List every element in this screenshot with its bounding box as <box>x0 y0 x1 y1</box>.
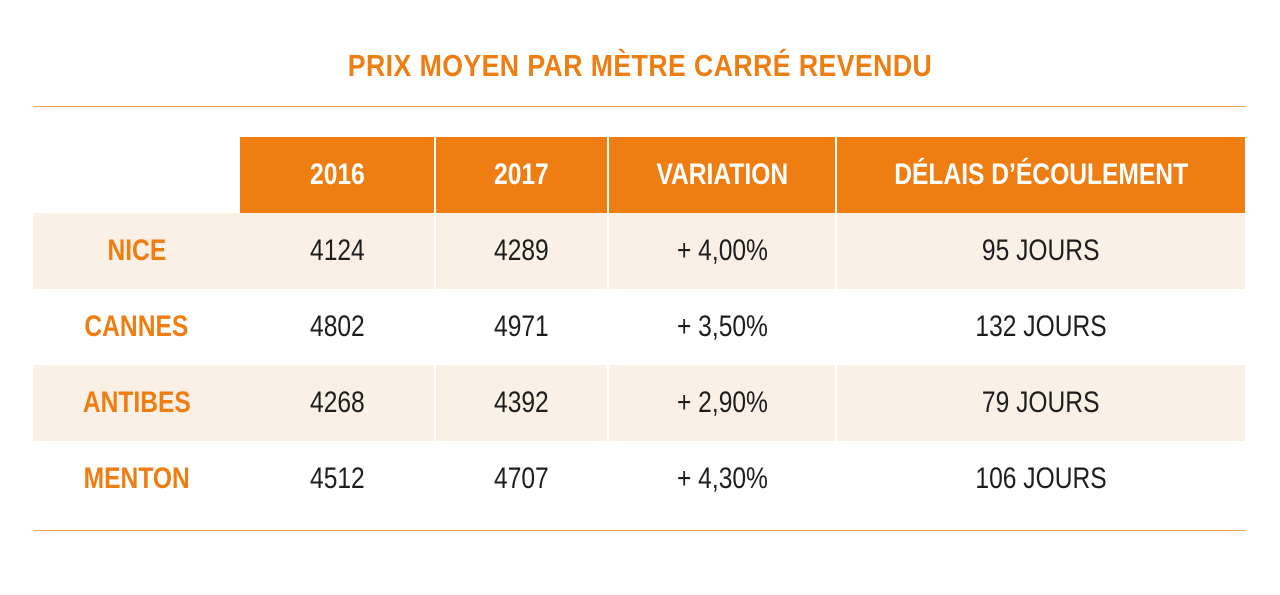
column-header-delais: DÉLAIS D’ÉCOULEMENT <box>835 137 1245 213</box>
price-table: 2016 2017 VARIATION DÉLAIS D’ÉCOULEMENT … <box>33 137 1245 517</box>
cell-delais: 132 JOURS <box>975 310 1107 343</box>
cell-2017: 4392 <box>434 365 607 441</box>
column-header-variation: VARIATION <box>607 137 835 213</box>
table-header-row: 2016 2017 VARIATION DÉLAIS D’ÉCOULEMENT <box>33 137 1245 213</box>
cell-variation: + 4,30% <box>676 462 768 495</box>
table-row: MENTON 4512 4707 + 4,30% 106 JOURS <box>33 441 1245 517</box>
row-label-city: MENTON <box>83 462 190 495</box>
bottom-divider <box>33 530 1246 531</box>
cell-2016: 4512 <box>309 462 365 495</box>
row-label-city: NICE <box>107 234 166 267</box>
header-corner-cell <box>33 137 240 213</box>
cell-delais: 79 JOURS <box>835 365 1245 441</box>
cell-variation: + 4,00% <box>607 213 835 289</box>
cell-2017: 4707 <box>494 462 549 495</box>
cell-2017: 4289 <box>434 213 607 289</box>
cell-delais: 106 JOURS <box>975 462 1107 495</box>
cell-2016: 4268 <box>309 386 365 419</box>
cell-variation: + 3,50% <box>676 310 768 343</box>
table-row: NICE 4124 4289 + 4,00% 95 JOURS <box>33 213 1245 289</box>
table-row: CANNES 4802 4971 + 3,50% 132 JOURS <box>33 289 1245 365</box>
cell-2016: 4124 <box>309 234 365 267</box>
column-header-2016: 2016 <box>240 137 434 213</box>
table-row: ANTIBES 4268 4392 + 2,90% 79 JOURS <box>33 365 1245 441</box>
cell-variation: + 2,90% <box>607 365 835 441</box>
chart-title: PRIX MOYEN PAR MÈTRE CARRÉ REVENDU <box>347 48 933 83</box>
top-divider <box>33 106 1246 107</box>
row-label-city: CANNES <box>84 310 189 343</box>
cell-delais: 95 JOURS <box>835 213 1245 289</box>
cell-2016: 4802 <box>309 310 365 343</box>
cell-2017: 4971 <box>494 310 549 343</box>
row-label-city: ANTIBES <box>82 386 191 419</box>
column-header-2017: 2017 <box>434 137 607 213</box>
